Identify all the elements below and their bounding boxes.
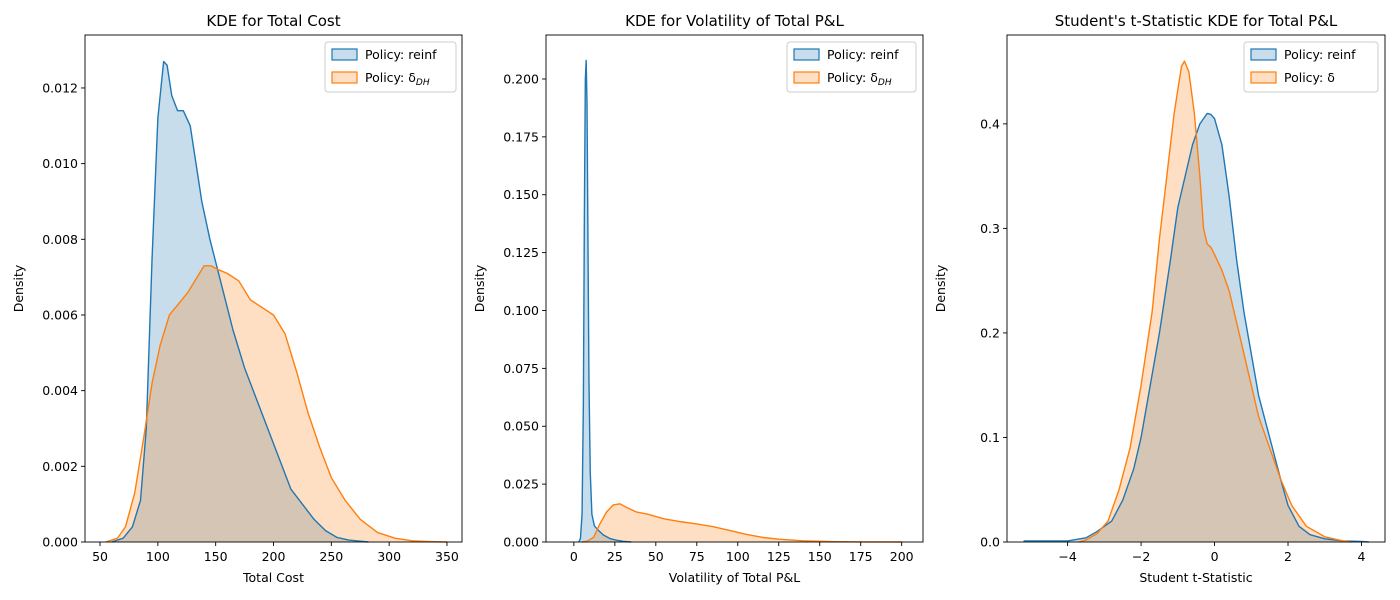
legend-swatch — [1250, 71, 1277, 84]
y-tick-label: 0.002 — [42, 459, 78, 474]
series-1-area — [111, 61, 369, 543]
y-tick-label: 0.0 — [980, 535, 1000, 550]
x-tick-label: 100 — [146, 549, 170, 564]
x-tick-label: 100 — [726, 549, 750, 564]
plot-frame — [545, 34, 924, 543]
chart-title: Student's t-Statistic KDE for Total P&L — [1055, 12, 1338, 30]
x-tick-label: 75 — [689, 549, 705, 564]
series-2-line — [1078, 60, 1351, 543]
x-axis-label: Student t-Statistic — [1139, 570, 1252, 585]
x-tick-label: 200 — [890, 549, 914, 564]
y-tick-label: 0.175 — [503, 129, 539, 144]
x-tick-label: 125 — [767, 549, 791, 564]
series-2-line — [105, 265, 447, 543]
y-tick-label: 0.2 — [980, 325, 1000, 340]
y-tick-label: 0.000 — [503, 535, 539, 550]
legend-swatch — [331, 71, 358, 84]
y-tick-label: 0.010 — [42, 156, 78, 171]
legend-box — [1243, 41, 1379, 93]
y-tick-label: 0.075 — [503, 361, 539, 376]
chart-title: KDE for Total Cost — [206, 12, 340, 30]
legend-label: Policy: δDH — [365, 70, 430, 88]
series-1-area — [1023, 113, 1369, 543]
x-tick-label: 175 — [849, 549, 873, 564]
y-tick-label: 0.200 — [503, 71, 539, 86]
legend-box — [324, 41, 457, 93]
x-tick-label: 25 — [607, 549, 623, 564]
x-tick-label: 150 — [204, 549, 228, 564]
x-tick-label: 50 — [92, 549, 108, 564]
y-tick-label: 0.004 — [42, 383, 78, 398]
y-tick-label: 0.025 — [503, 477, 539, 492]
legend-label: Policy: reinf — [365, 47, 437, 62]
y-axis-label: Density — [933, 264, 948, 312]
plot-frame — [1006, 34, 1386, 543]
y-tick-label: 0.125 — [503, 245, 539, 260]
x-tick-label: 50 — [648, 549, 664, 564]
chart-title: KDE for Volatility of Total P&L — [625, 12, 844, 30]
subplot-1: 50 100 150 200 250 300 350 0.000 0.002 0.004 0.006… — [11, 12, 463, 585]
legend-label-subscript: DH — [878, 78, 892, 88]
series-2-area — [1078, 61, 1351, 542]
x-tick-label: 4 — [1358, 549, 1366, 564]
y-axis-label: Density — [11, 264, 26, 312]
legend: Policy: reinf Policy: δDH — [324, 41, 457, 93]
legend-swatch — [793, 48, 820, 61]
y-tick-label: 0.012 — [42, 80, 78, 95]
series-2-line — [581, 503, 902, 543]
series-1-area — [578, 60, 632, 542]
legend: Policy: reinf Policy: δDH — [786, 41, 917, 93]
x-tick-label: 0 — [570, 549, 578, 564]
x-tick-label: 200 — [262, 549, 286, 564]
legend-label: Policy: reinf — [827, 47, 899, 62]
y-tick-label: 0.008 — [42, 232, 78, 247]
subplot-2: 0 25 50 75 100 125 150 175 200 0.000 0.025 0.050 0.0… — [472, 12, 924, 585]
legend-label: Policy: δDH — [827, 70, 892, 88]
x-tick-label: 350 — [435, 549, 459, 564]
series-2-area — [582, 503, 902, 542]
x-tick-label: −2 — [1132, 549, 1150, 564]
x-tick-label: 250 — [319, 549, 343, 564]
y-axis-label: Density — [472, 264, 487, 312]
series-1-line — [578, 59, 632, 543]
subplot-3: −4 −2 0 2 4 0.0 0.1 0.2 0.3 0.4 Student's t-Statis… — [933, 12, 1386, 585]
x-axis-label: Volatility of Total P&L — [669, 570, 800, 585]
x-tick-label: 2 — [1284, 549, 1292, 564]
y-tick-label: 0.006 — [42, 307, 78, 322]
y-tick-label: 0.050 — [503, 419, 539, 434]
legend-swatch — [1250, 48, 1277, 61]
series-2-area — [105, 265, 447, 542]
y-tick-label: 0.3 — [980, 221, 1000, 236]
series-1-line — [111, 60, 369, 543]
y-tick-label: 0.1 — [980, 430, 1000, 445]
x-axis-label: Total Cost — [242, 570, 304, 585]
x-tick-label: 0 — [1211, 549, 1219, 564]
series-1-line — [1023, 112, 1369, 543]
y-tick-label: 0.100 — [503, 303, 539, 318]
x-tick-label: 150 — [808, 549, 832, 564]
legend-label: Policy: δ — [1284, 70, 1335, 85]
legend-label-subscript: DH — [416, 78, 430, 88]
legend-label: Policy: reinf — [1284, 47, 1356, 62]
y-tick-label: 0.150 — [503, 187, 539, 202]
legend: Policy: reinf Policy: δ — [1243, 41, 1379, 93]
legend-swatch — [331, 48, 358, 61]
x-tick-label: −4 — [1058, 549, 1076, 564]
x-tick-label: 300 — [377, 549, 401, 564]
legend-swatch — [793, 71, 820, 84]
y-tick-label: 0.000 — [42, 535, 78, 550]
y-tick-label: 0.4 — [980, 116, 1000, 131]
